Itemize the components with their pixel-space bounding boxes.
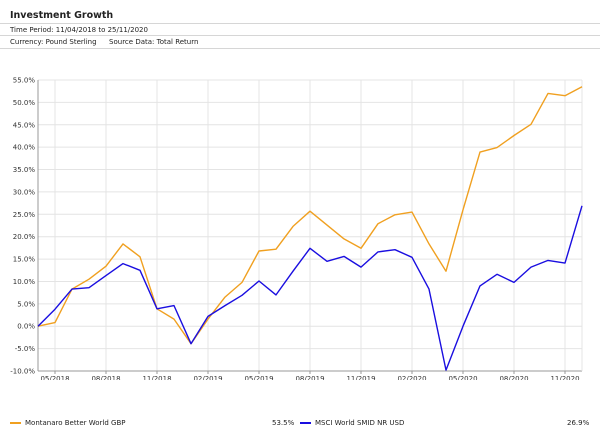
chart-title: Investment Growth [0, 9, 600, 24]
x-tick-label: 02/2019 [193, 375, 222, 380]
y-tick-label: 45.0% [13, 121, 36, 129]
y-tick-label: 40.0% [13, 144, 36, 152]
gridlines [38, 79, 582, 372]
y-tick-label: -5.0% [15, 345, 36, 353]
x-tick-label: 05/2019 [244, 375, 273, 380]
legend-label-msci: MSCI World SMID NR USD [315, 419, 405, 427]
series-lines [37, 86, 583, 371]
x-tick-label: 05/2020 [448, 375, 477, 380]
tick-labels: -10.0% -5.0% 0.0% 5.0% 10.0% 15.0% 20.0% 25.0% 3… [10, 77, 579, 381]
currency-source-line: Currency: Pound Sterling Source Data: To… [0, 36, 600, 49]
legend: Montanaro Better World GBP 53.5% MSCI Wo… [0, 417, 600, 429]
line-chart: -10.0% -5.0% 0.0% 5.0% 10.0% 15.0% 20.0% 25.0% 3… [10, 77, 583, 381]
legend-swatch-montanaro [10, 422, 21, 424]
y-tick-label: 50.0% [13, 99, 36, 107]
y-tick-label: 10.0% [13, 278, 36, 286]
time-period-label: Time Period: [10, 26, 54, 34]
x-tick-label: 11/2020 [550, 375, 579, 380]
x-tick-label: 08/2018 [91, 375, 120, 380]
y-tick-label: 0.0% [17, 323, 35, 331]
currency-label: Currency: [10, 38, 44, 46]
y-tick-label: 30.0% [13, 188, 36, 196]
legend-label-montanaro: Montanaro Better World GBP [25, 419, 126, 427]
x-tick-label: 05/2018 [40, 375, 69, 380]
y-tick-label: -10.0% [10, 368, 35, 376]
y-tick-label: 25.0% [13, 211, 36, 219]
time-period-line: Time Period: 11/04/2018 to 25/11/2020 [0, 24, 600, 36]
legend-value-msci: 26.9% [567, 419, 590, 427]
currency-value: Pound Sterling [45, 38, 97, 46]
legend-item-montanaro: Montanaro Better World GBP [10, 417, 126, 429]
x-tick-label: 11/2018 [142, 375, 171, 380]
y-tick-label: 15.0% [13, 256, 36, 264]
x-tick-label: 08/2019 [295, 375, 324, 380]
legend-value-montanaro: 53.5% [272, 419, 295, 427]
x-tick-label: 11/2019 [346, 375, 375, 380]
y-tick-label: 20.0% [13, 233, 36, 241]
series-line-msci [37, 205, 583, 371]
axes [37, 80, 583, 374]
series-line-montanaro [37, 86, 583, 345]
time-period-value: 11/04/2018 to 25/11/2020 [55, 26, 148, 34]
x-tick-label: 08/2020 [499, 375, 528, 380]
x-tick-label: 02/2020 [397, 375, 426, 380]
y-tick-label: 5.0% [17, 300, 35, 308]
y-tick-label: 55.0% [13, 77, 36, 85]
source-data-value: Total Return [156, 38, 199, 46]
source-data-label: Source Data: [109, 38, 155, 46]
y-tick-label: 35.0% [13, 166, 36, 174]
legend-item-msci: MSCI World SMID NR USD [300, 417, 404, 429]
legend-swatch-msci [300, 422, 311, 424]
